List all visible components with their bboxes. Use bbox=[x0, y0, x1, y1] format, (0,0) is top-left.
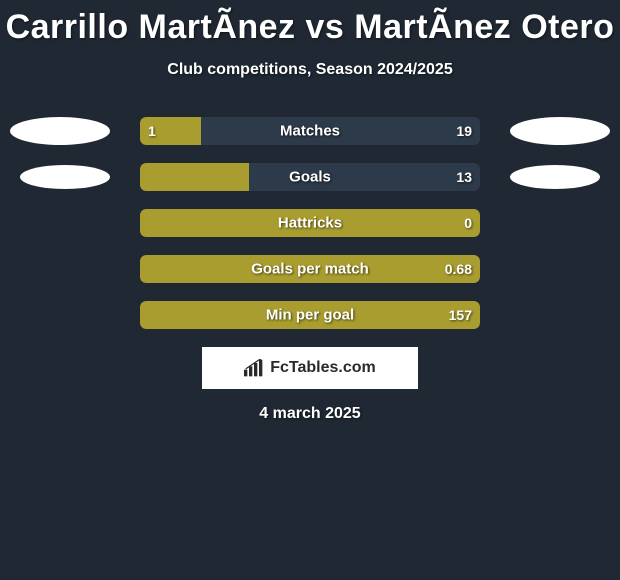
stat-value-right: 0.68 bbox=[445, 261, 472, 277]
stat-bar-fill bbox=[140, 163, 249, 191]
stat-value-right: 0 bbox=[464, 215, 472, 231]
stat-bar: Hattricks 0 bbox=[140, 209, 480, 237]
bar-chart-icon bbox=[244, 359, 264, 377]
stat-row: Goals 13 bbox=[0, 163, 620, 191]
stat-label: Goals per match bbox=[251, 261, 369, 278]
stat-value-right: 19 bbox=[456, 123, 472, 139]
logo-text: FcTables.com bbox=[270, 359, 376, 377]
stat-label: Goals bbox=[289, 169, 331, 186]
stat-row: Min per goal 157 bbox=[0, 301, 620, 329]
player-marker-right bbox=[510, 117, 610, 145]
page-title: Carrillo MartÃ­nez vs MartÃ­nez Otero bbox=[6, 8, 615, 47]
stat-label: Matches bbox=[280, 123, 340, 140]
player-marker-right bbox=[510, 165, 600, 189]
stat-row: Goals per match 0.68 bbox=[0, 255, 620, 283]
player-marker-left bbox=[20, 165, 110, 189]
subtitle: Club competitions, Season 2024/2025 bbox=[167, 61, 452, 79]
stat-row: Hattricks 0 bbox=[0, 209, 620, 237]
stat-value-right: 157 bbox=[449, 307, 472, 323]
logo-box[interactable]: FcTables.com bbox=[202, 347, 418, 389]
stat-bar: Goals per match 0.68 bbox=[140, 255, 480, 283]
player-marker-left bbox=[10, 117, 110, 145]
stat-bar: 1 Matches 19 bbox=[140, 117, 480, 145]
date-text: 4 march 2025 bbox=[259, 405, 360, 423]
page-root: Carrillo MartÃ­nez vs MartÃ­nez Otero Cl… bbox=[0, 0, 620, 580]
stat-label: Min per goal bbox=[266, 307, 354, 324]
stat-label: Hattricks bbox=[278, 215, 342, 232]
stat-row: 1 Matches 19 bbox=[0, 117, 620, 145]
stats-chart: 1 Matches 19 Goals 13 Hattricks 0 Goals per mat… bbox=[0, 117, 620, 329]
stat-bar: Goals 13 bbox=[140, 163, 480, 191]
stat-value-left: 1 bbox=[148, 123, 156, 139]
stat-bar: Min per goal 157 bbox=[140, 301, 480, 329]
stat-value-right: 13 bbox=[456, 169, 472, 185]
